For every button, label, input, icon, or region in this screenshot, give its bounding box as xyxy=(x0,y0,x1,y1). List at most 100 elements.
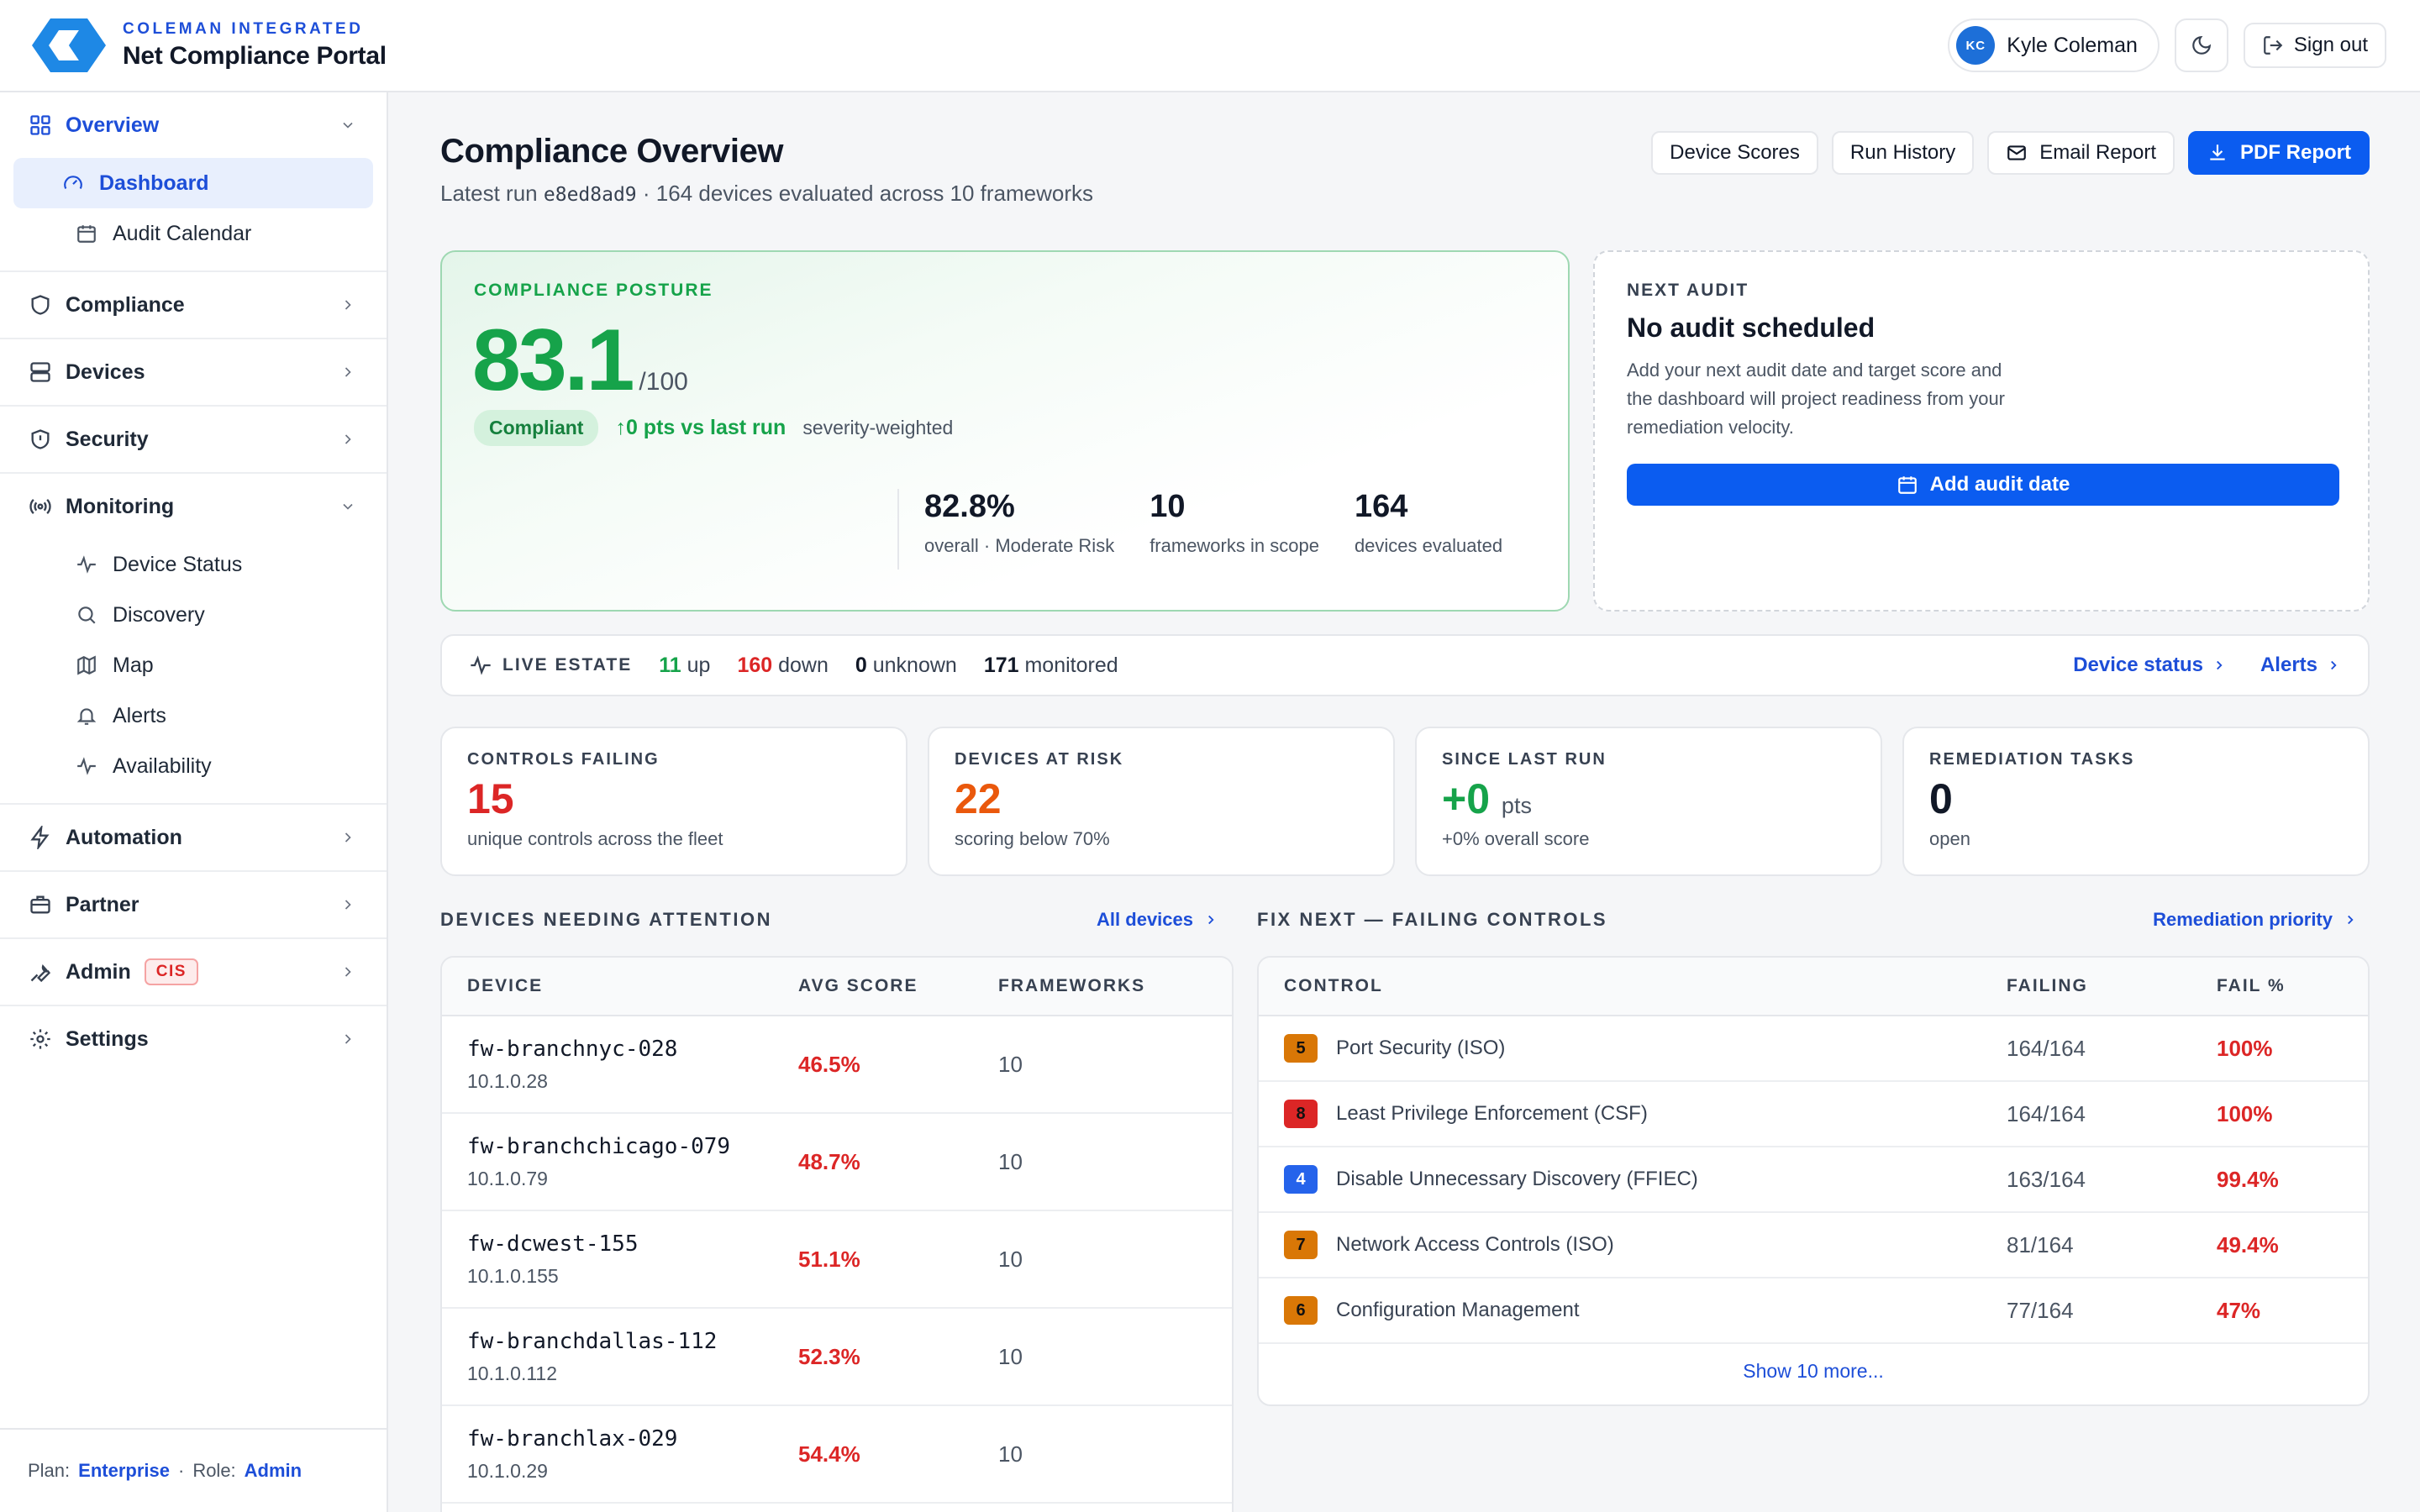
chevron-right-icon xyxy=(1208,915,1214,925)
nav-dashboard-label: Dashboard xyxy=(99,171,209,195)
page-title: Compliance Overview xyxy=(440,133,784,170)
nav-monitoring-label: Monitoring xyxy=(66,494,175,518)
brand[interactable]: COLEMAN INTEGRATED Net Compliance Portal xyxy=(32,15,387,76)
nav-admin-label: Admin xyxy=(66,959,131,984)
shield-check-icon xyxy=(31,429,50,449)
wrench-icon xyxy=(30,964,51,983)
calendar-icon xyxy=(1897,476,1917,494)
calendar-icon xyxy=(77,225,96,243)
nav-device-status[interactable]: Device Status xyxy=(13,539,373,590)
device-status-link[interactable]: Device status xyxy=(2073,654,2227,677)
chevron-right-icon xyxy=(345,967,351,977)
nav-monitoring[interactable]: Monitoring xyxy=(0,474,387,539)
posture-delta: ↑0 pts vs last run xyxy=(615,416,786,439)
nav-audit-calendar[interactable]: Audit Calendar xyxy=(13,208,373,259)
chevron-right-icon xyxy=(2331,660,2337,670)
nav-availability[interactable]: Availability xyxy=(13,741,373,791)
nav-map[interactable]: Map xyxy=(13,640,373,690)
broadcast-icon xyxy=(29,499,51,514)
sidebar: Overview Dashboard Audit Calendar Compli… xyxy=(0,92,388,1512)
live-monitored: 171 monitored xyxy=(983,653,1118,677)
nav-compliance-label: Compliance xyxy=(66,292,185,317)
kpi-since-last-run[interactable]: SINCE LAST RUN +0 pts +0% overall score xyxy=(1415,727,1882,876)
top-bar: COLEMAN INTEGRATED Net Compliance Portal… xyxy=(0,0,2420,92)
chevron-right-icon xyxy=(345,832,351,843)
table-row[interactable]: fw-branchdallas-112 10.1.0.112 52.3% 10 xyxy=(442,1309,1232,1406)
nav-alerts-label: Alerts xyxy=(113,703,166,727)
run-history-button[interactable]: Run History xyxy=(1831,131,1975,175)
all-devices-link[interactable]: All devices xyxy=(1097,909,1218,931)
pulse-icon xyxy=(471,655,491,675)
nav-dashboard[interactable]: Dashboard xyxy=(13,158,373,208)
posture-stats: 82.8% overall · Moderate Risk 10 framewo… xyxy=(897,489,1502,570)
nav-settings[interactable]: Settings xyxy=(0,1006,387,1072)
nav-devices[interactable]: Devices xyxy=(0,339,387,405)
nav-compliance[interactable]: Compliance xyxy=(0,272,387,338)
nav-automation[interactable]: Automation xyxy=(0,805,387,870)
user-menu[interactable]: KC Kyle Coleman xyxy=(1948,18,2160,72)
devices-section-header: DEVICES NEEDING ATTENTION All devices xyxy=(440,909,1230,931)
severity-badge: 5 xyxy=(1284,1034,1318,1063)
compliance-posture-card: COMPLIANCE POSTURE 83.1 /100 Compliant ↑… xyxy=(440,250,1570,612)
nav-partner[interactable]: Partner xyxy=(0,872,387,937)
nav-alerts[interactable]: Alerts xyxy=(13,690,373,741)
nav-security-label: Security xyxy=(66,427,149,451)
alerts-link[interactable]: Alerts xyxy=(2260,654,2341,677)
table-row[interactable]: fw-dcwest-155 10.1.0.155 51.1% 10 xyxy=(442,1211,1232,1309)
remediation-priority-link[interactable]: Remediation priority xyxy=(2153,909,2358,931)
pdf-report-button[interactable]: PDF Report xyxy=(2188,131,2370,175)
severity-badge: 8 xyxy=(1284,1100,1318,1128)
sign-out-label: Sign out xyxy=(2293,34,2368,56)
table-row[interactable]: 4 Disable Unnecessary Discovery (FFIEC) 1… xyxy=(1259,1147,2368,1213)
nav-discovery-label: Discovery xyxy=(113,602,205,627)
brand-name: Net Compliance Portal xyxy=(123,42,387,70)
live-estate-bar: LIVE ESTATE 11 up 160 down 0 unknown 171… xyxy=(440,634,2370,696)
show-more-controls-button[interactable]: Show 10 more... xyxy=(1743,1359,1884,1382)
add-audit-date-button[interactable]: Add audit date xyxy=(1627,464,2339,506)
table-row[interactable]: 7 Network Access Controls (ISO) 81/164 49… xyxy=(1259,1213,2368,1278)
email-report-button[interactable]: Email Report xyxy=(1987,131,2175,175)
audit-title: No audit scheduled xyxy=(1627,312,1876,343)
table-row[interactable]: 8 Least Privilege Enforcement (CSF) 164/1… xyxy=(1259,1082,2368,1147)
posture-eyebrow: COMPLIANCE POSTURE xyxy=(474,281,713,300)
nav-automation-label: Automation xyxy=(66,825,182,849)
theme-toggle-button[interactable] xyxy=(2174,18,2228,72)
plan-value[interactable]: Enterprise xyxy=(78,1460,170,1481)
chevron-down-icon xyxy=(343,503,353,510)
nav-devices-label: Devices xyxy=(66,360,145,384)
devices-table: DEVICE AVG SCORE FRAMEWORKS fw-branchnyc… xyxy=(440,956,1234,1512)
nav-discovery[interactable]: Discovery xyxy=(13,590,373,640)
nav-admin[interactable]: Admin CIS xyxy=(0,939,387,1005)
plan-label: Plan: xyxy=(28,1460,71,1481)
cis-badge: CIS xyxy=(144,958,198,985)
audit-description: Add your next audit date and target scor… xyxy=(1627,360,2006,438)
table-row[interactable]: fw-branchlax-029 10.1.0.29 54.4% 10 xyxy=(442,1406,1232,1504)
brand-org: COLEMAN INTEGRATED xyxy=(123,20,364,38)
kpi-devices-at-risk[interactable]: DEVICES AT RISK 22 scoring below 70% xyxy=(928,727,1395,876)
posture-note: severity-weighted xyxy=(802,417,954,438)
sign-out-button[interactable]: Sign out xyxy=(2243,23,2386,68)
shield-icon xyxy=(31,295,50,315)
chevron-right-icon xyxy=(2217,660,2223,670)
server-icon xyxy=(30,362,50,382)
pulse-icon xyxy=(77,757,96,775)
bolt-icon xyxy=(30,826,50,849)
download-icon xyxy=(2210,144,2225,160)
live-down: 160 down xyxy=(737,653,829,677)
nav-overview-label: Overview xyxy=(66,113,160,137)
nav-security[interactable]: Security xyxy=(0,407,387,472)
controls-table-header: CONTROL FAILING FAIL % xyxy=(1259,958,2368,1016)
brand-logo-icon xyxy=(32,18,106,72)
next-audit-card: NEXT AUDIT No audit scheduled Add your n… xyxy=(1593,250,2370,612)
device-scores-button[interactable]: Device Scores xyxy=(1651,131,1818,175)
chevron-right-icon xyxy=(345,367,351,377)
table-row[interactable]: fw-branchchicago-079 10.1.0.79 48.7% 10 xyxy=(442,1114,1232,1211)
chevron-right-icon xyxy=(345,900,351,910)
nav-overview[interactable]: Overview xyxy=(0,92,387,158)
table-row[interactable]: fw-branchnyc-028 10.1.0.28 46.5% 10 xyxy=(442,1016,1232,1114)
table-row[interactable]: 5 Port Security (ISO) 164/164 100% xyxy=(1259,1016,2368,1082)
kpi-controls-failing[interactable]: CONTROLS FAILING 15 unique controls acro… xyxy=(440,727,908,876)
kpi-remediation-tasks[interactable]: REMEDIATION TASKS 0 open xyxy=(1902,727,2370,876)
role-value[interactable]: Admin xyxy=(244,1460,302,1481)
table-row[interactable]: 6 Configuration Management 77/164 47% xyxy=(1259,1278,2368,1344)
